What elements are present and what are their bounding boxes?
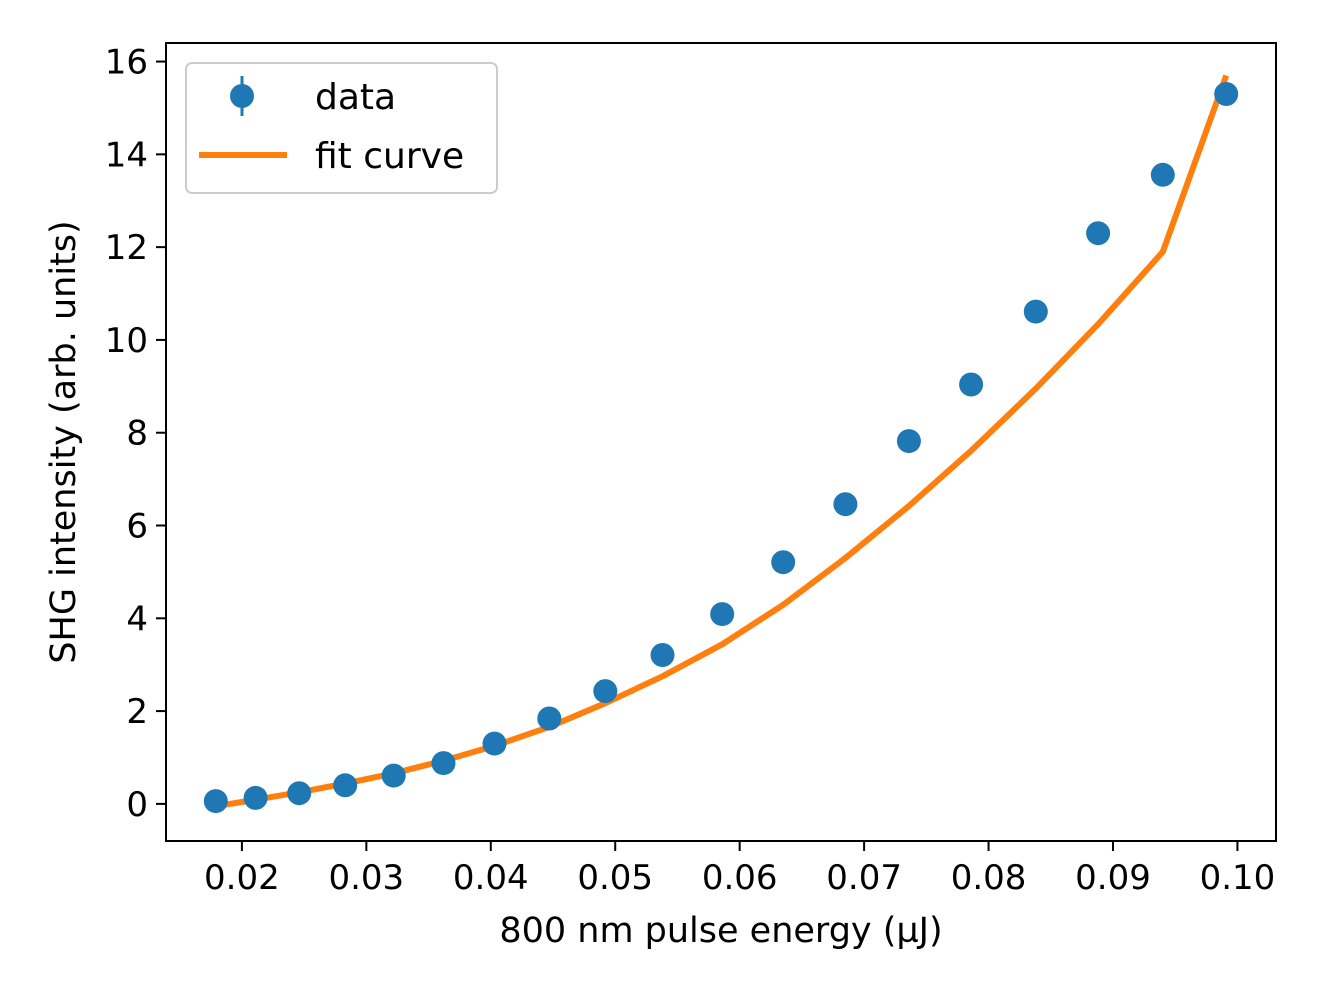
data-point	[1023, 299, 1048, 324]
x-tick-label: 0.05	[577, 858, 653, 898]
y-tick-label: 10	[105, 321, 148, 361]
data-point	[287, 781, 312, 806]
data-point	[650, 643, 675, 667]
y-tick-label: 6	[126, 507, 148, 547]
y-tick-label: 14	[105, 135, 148, 175]
series-layer	[203, 74, 1239, 814]
data-point	[333, 773, 358, 798]
legend-label-fit-curve: fit curve	[315, 136, 464, 177]
legend-frame	[185, 62, 498, 194]
y-tick-label: 8	[126, 414, 148, 454]
x-tick-label: 0.10	[1200, 858, 1276, 898]
x-tick-label: 0.04	[453, 858, 529, 898]
data-point	[1150, 162, 1175, 187]
data-point	[833, 492, 858, 517]
data-point	[1214, 82, 1239, 106]
y-tick-label: 12	[105, 228, 148, 268]
x-axis-ticks: 0.02 0.03 0.04 0.05 0.06 0.07 0.08 0.09 0.10	[204, 841, 1275, 898]
data-point	[710, 602, 735, 627]
y-axis-ticks: 0 2 4 6 8 10 12 14 16	[105, 43, 166, 825]
legend-item-data: data	[230, 76, 396, 118]
axes-frame	[165, 42, 1277, 842]
data-point	[203, 789, 228, 814]
legend-label-data: data	[315, 77, 396, 118]
data-point	[959, 372, 984, 397]
data-point	[537, 706, 562, 731]
data-point	[896, 429, 921, 454]
x-axis-label: 800 nm pulse energy (µJ)	[499, 911, 942, 951]
data-point	[771, 550, 796, 575]
data-point	[482, 731, 507, 756]
x-tick-label: 0.09	[1075, 858, 1151, 898]
y-tick-label: 0	[126, 785, 148, 825]
data-point	[381, 763, 406, 788]
y-tick-label: 2	[126, 692, 148, 732]
y-tick-label: 4	[126, 599, 148, 639]
legend-data-marker	[230, 84, 254, 108]
x-tick-label: 0.07	[826, 858, 902, 898]
data-point	[431, 751, 456, 776]
data-point	[243, 785, 268, 810]
x-tick-label: 0.02	[204, 858, 280, 898]
x-tick-label: 0.08	[951, 858, 1027, 898]
x-tick-label: 0.03	[328, 858, 404, 898]
x-tick-label: 0.06	[702, 858, 778, 898]
y-axis-label: SHG intensity (arb. units)	[44, 220, 84, 663]
data-point	[1086, 221, 1111, 246]
legend-item-fit-curve: fit curve	[199, 136, 464, 177]
data-point	[593, 679, 618, 704]
legend: data fit curve	[185, 62, 498, 194]
y-tick-label: 16	[105, 43, 148, 83]
